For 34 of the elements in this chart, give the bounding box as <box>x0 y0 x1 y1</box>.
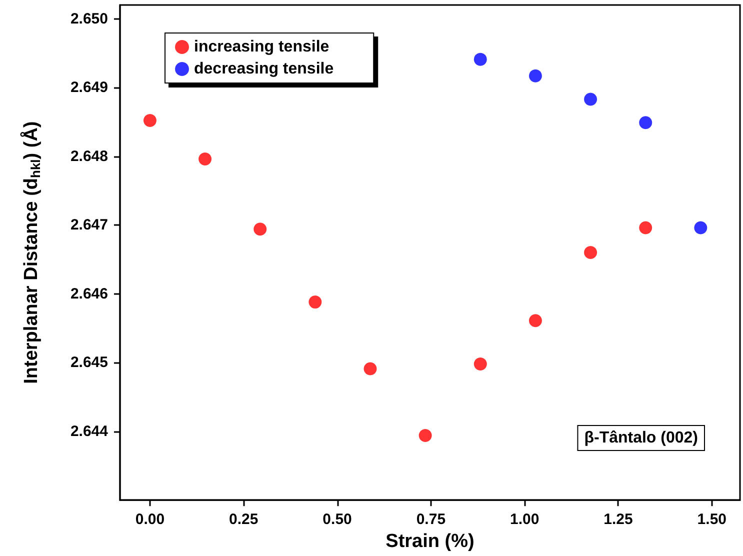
annotation: β-Tântalo (002) <box>584 430 698 446</box>
point <box>418 428 432 442</box>
y-axis-title: Interplanar Distance (dhkl) (Å) <box>20 121 43 384</box>
y-tick-label: 2.647 <box>70 216 108 234</box>
y-tick-label: 2.646 <box>70 285 108 302</box>
x-tick-label: 1.50 <box>697 511 727 528</box>
x-tick-label: 0.00 <box>135 511 165 528</box>
point <box>584 246 598 260</box>
x-tick-label: 0.25 <box>229 511 258 528</box>
point <box>639 116 652 130</box>
point <box>364 362 377 376</box>
point <box>528 69 542 82</box>
point <box>584 92 598 106</box>
x-tick-label: 1.25 <box>604 511 633 528</box>
y-tick-label: 2.644 <box>70 422 109 440</box>
x-tick-label: 0.50 <box>322 511 352 528</box>
point <box>474 52 487 66</box>
point <box>254 222 267 236</box>
y-tick-label: 2.648 <box>70 148 108 165</box>
point <box>694 221 708 234</box>
point <box>143 114 156 128</box>
point <box>639 221 652 234</box>
x-axis-title: Strain (%) <box>386 531 474 552</box>
y-tick-label: 2.649 <box>70 79 108 96</box>
legend-label: increasing tensile <box>194 38 330 56</box>
x-tick-label: 1.00 <box>510 511 540 528</box>
point <box>528 314 542 328</box>
point <box>308 296 322 309</box>
point <box>474 357 487 370</box>
y-tick-label: 2.645 <box>70 354 108 372</box>
point <box>198 152 212 166</box>
x-tick-label: 0.75 <box>416 511 446 528</box>
y-tick-label: 2.650 <box>70 10 108 28</box>
legend-label: decreasing tensile <box>194 60 334 78</box>
